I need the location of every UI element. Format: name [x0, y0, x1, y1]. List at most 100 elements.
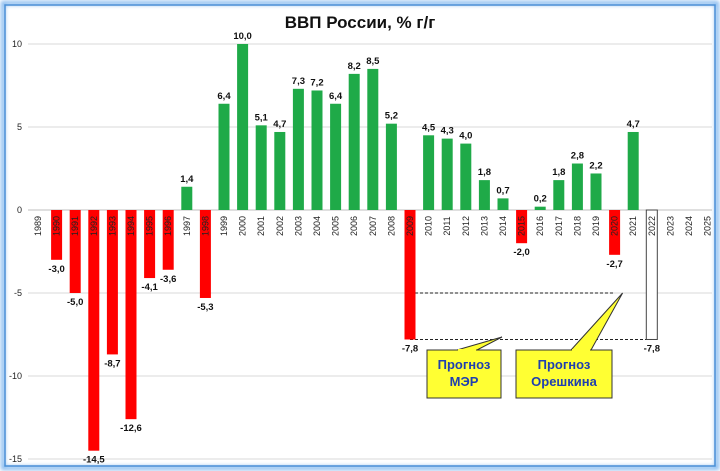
- data-label: 1,4: [180, 174, 194, 185]
- data-label: -12,6: [120, 423, 142, 434]
- bar: [88, 210, 100, 451]
- frame-border: [4, 4, 716, 467]
- data-label: 4,3: [441, 126, 454, 137]
- x-tick-label: 2023: [665, 216, 675, 236]
- x-tick-label: 2000: [238, 216, 248, 236]
- callout-text: Прогноз: [538, 357, 591, 372]
- callout-box: [426, 349, 502, 399]
- x-tick-label: 2022: [647, 216, 657, 236]
- x-tick-label: 2017: [554, 216, 564, 236]
- x-tick-label: 2011: [442, 216, 452, 235]
- data-label: -5,0: [67, 297, 83, 308]
- data-label: 1,8: [552, 167, 565, 178]
- data-label: -5,3: [197, 302, 213, 313]
- data-label: -3,0: [48, 264, 64, 275]
- x-tick-label: 2006: [349, 216, 359, 236]
- data-label: 5,2: [385, 111, 398, 122]
- x-tick-label: 2003: [293, 216, 303, 236]
- x-tick-label: 2020: [610, 216, 620, 236]
- callout: Прогноз Орешкина: [515, 292, 624, 399]
- bar: [144, 210, 156, 279]
- y-tick-label: -15: [9, 454, 22, 464]
- bar: [571, 163, 583, 210]
- x-tick-label: 1991: [70, 216, 80, 236]
- x-axis: 1989 1990 1991 1992 1993 1994 1995 1996 1997 1998…: [33, 216, 713, 236]
- x-tick-label: 2018: [572, 216, 582, 236]
- x-tick-label: 2013: [479, 216, 489, 236]
- data-label: 5,1: [255, 112, 269, 123]
- bar: [590, 173, 602, 210]
- data-label: 4,7: [627, 119, 640, 130]
- x-tick-label: 1992: [89, 216, 99, 236]
- callout-text: МЭР: [450, 374, 479, 389]
- x-tick-label: 2002: [275, 216, 285, 236]
- data-label: 2,2: [589, 160, 602, 171]
- x-tick-label: 2009: [405, 216, 415, 236]
- callout-pointer: [569, 292, 624, 351]
- reference-lines: [410, 292, 652, 340]
- data-label: 10,0: [233, 31, 252, 42]
- bar: [292, 88, 304, 210]
- data-label: 0,7: [496, 185, 509, 196]
- x-tick-label: 2007: [368, 216, 378, 236]
- x-tick-label: 1990: [52, 216, 62, 236]
- x-tick-label: 2015: [517, 216, 527, 236]
- data-label: -3,6: [160, 274, 176, 285]
- bar: [460, 143, 472, 210]
- data-label: -2,0: [513, 247, 529, 258]
- x-tick-label: 2014: [498, 216, 508, 236]
- x-tick-label: 1996: [163, 216, 173, 236]
- bar: [330, 103, 342, 210]
- callout-text: Прогноз: [438, 357, 491, 372]
- data-label: 6,4: [329, 91, 343, 102]
- data-label: 4,5: [422, 122, 436, 133]
- y-axis: -15 -10 -5 0 5 10: [9, 39, 22, 464]
- data-label: 1,8: [478, 167, 491, 178]
- y-tick-label: -10: [9, 371, 22, 381]
- bar: [441, 138, 453, 210]
- callout-seam: [458, 349, 476, 352]
- x-tick-label: 2016: [535, 216, 545, 236]
- data-label: 4,0: [459, 131, 472, 142]
- callouts: Прогноз МЭР Прогноз Орешкина: [426, 292, 624, 399]
- data-label: 7,2: [310, 77, 323, 88]
- bar: [534, 206, 546, 210]
- x-tick-label: 2001: [256, 216, 266, 236]
- x-tick-label: 2025: [703, 216, 713, 236]
- bar: [311, 90, 323, 210]
- data-label: -7,8: [644, 343, 660, 354]
- bar: [125, 210, 137, 420]
- x-tick-label: 1998: [200, 216, 210, 236]
- data-label: 6,4: [217, 91, 231, 102]
- data-label: -14,5: [83, 455, 105, 466]
- x-tick-label: 1997: [182, 216, 192, 236]
- callout-seam: [572, 349, 590, 352]
- x-tick-label: 1994: [126, 216, 136, 236]
- data-label: 8,5: [366, 56, 380, 67]
- bars: [51, 44, 658, 451]
- x-tick-label: 1999: [219, 216, 229, 236]
- data-label: 7,3: [292, 76, 305, 87]
- bar: [553, 180, 565, 210]
- x-tick-label: 2005: [331, 216, 341, 236]
- y-tick-label: -5: [14, 288, 22, 298]
- x-tick-label: 2024: [684, 216, 694, 236]
- bar: [627, 131, 639, 210]
- bar: [274, 131, 286, 210]
- x-tick-label: 2019: [591, 216, 601, 236]
- bar: [478, 180, 490, 210]
- bar: [516, 210, 528, 244]
- data-label: 4,7: [273, 119, 286, 130]
- x-tick-label: 2004: [312, 216, 322, 236]
- bar: [367, 68, 379, 211]
- data-label: -2,7: [606, 259, 622, 270]
- bar: [51, 210, 63, 260]
- x-tick-label: 2010: [424, 216, 434, 236]
- bar: [423, 135, 435, 210]
- bar: [348, 73, 360, 210]
- x-tick-label: 1993: [107, 216, 117, 236]
- data-labels: -3,0 -5,0 -14,5 -8,7 -12,6 -4,1-3,6 1,4 -5,3 6,4…: [48, 31, 660, 466]
